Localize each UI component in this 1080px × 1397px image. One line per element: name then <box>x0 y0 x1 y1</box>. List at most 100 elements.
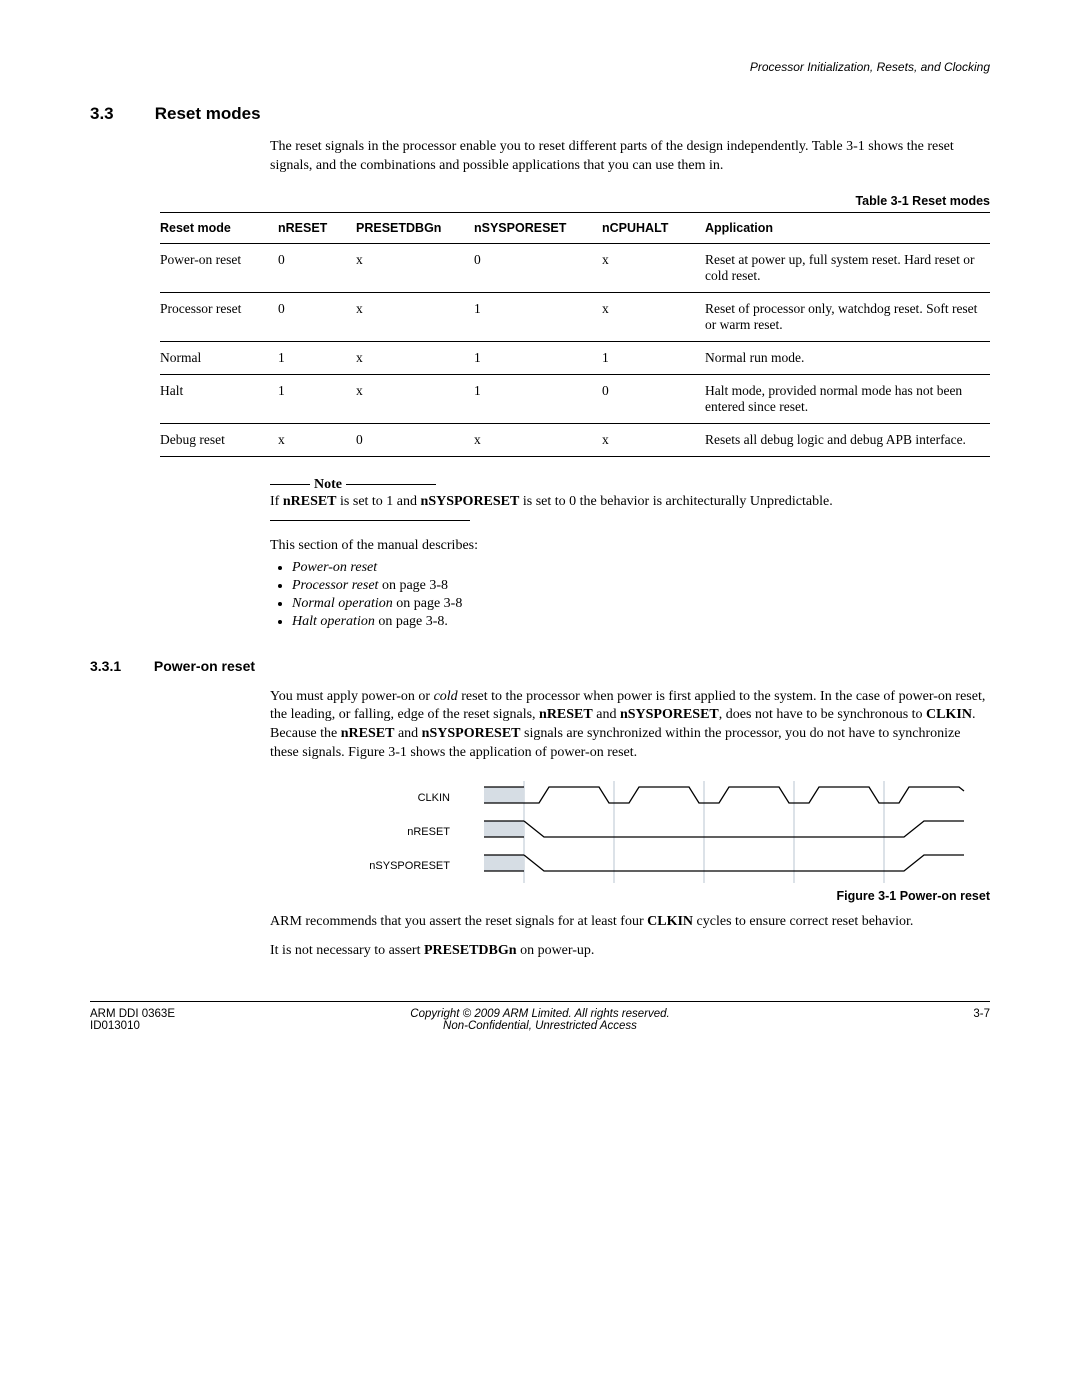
cell: Power-on reset <box>160 243 278 292</box>
cell: x <box>356 243 474 292</box>
section-heading: 3.3 Reset modes <box>90 104 990 124</box>
th-nsysporeset: nSYSPORESET <box>474 212 602 243</box>
cell: 1 <box>474 341 602 374</box>
text: ARM recommends that you assert the reset… <box>270 914 647 929</box>
reset-modes-table: Reset mode nRESET PRESETDBGn nSYSPORESET… <box>160 212 990 457</box>
table-row: Processor reset 0 x 1 x Reset of process… <box>160 292 990 341</box>
th-ncpuhalt: nCPUHALT <box>602 212 705 243</box>
signal-name: nRESET <box>283 494 337 509</box>
timing-label-clkin: CLKIN <box>270 781 450 815</box>
cell: x <box>356 341 474 374</box>
text: You must apply power-on or <box>270 689 434 704</box>
timing-diagram: CLKIN nRESET nSYSPORESET <box>270 781 990 883</box>
text: on page 3-8 <box>378 578 448 593</box>
footer-doc-id: ARM DDI 0363E <box>90 1008 230 1020</box>
cell: Debug reset <box>160 423 278 456</box>
timing-label-nreset: nRESET <box>270 815 450 849</box>
cell: Halt <box>160 374 278 423</box>
note-text: If nRESET is set to 1 and nSYSPORESET is… <box>270 493 990 512</box>
cell: x <box>602 292 705 341</box>
text: on power-up. <box>517 943 595 958</box>
section-number: 3.3 <box>90 104 150 124</box>
term: cold <box>434 689 458 704</box>
cell: Normal <box>160 341 278 374</box>
subsection-heading: 3.3.1 Power-on reset <box>90 658 990 674</box>
list-item: Normal operation on page 3-8 <box>292 596 990 612</box>
cell: x <box>602 243 705 292</box>
page-footer: ARM DDI 0363E ID013010 Copyright © 2009 … <box>90 1001 990 1032</box>
recommendation-paragraph: ARM recommends that you assert the reset… <box>270 913 990 932</box>
text: , does not have to be synchronous to <box>719 707 926 722</box>
signal-name: nSYSPORESET <box>620 707 719 722</box>
th-nreset: nRESET <box>278 212 356 243</box>
cell: Reset of processor only, watchdog reset.… <box>705 292 990 341</box>
cell: Resets all debug logic and debug APB int… <box>705 423 990 456</box>
cell: 1 <box>278 341 356 374</box>
table-row: Normal 1 x 1 1 Normal run mode. <box>160 341 990 374</box>
cell: x <box>278 423 356 456</box>
describes-lead: This section of the manual describes: <box>270 537 990 556</box>
cell: 1 <box>474 374 602 423</box>
table-row: Debug reset x 0 x x Resets all debug log… <box>160 423 990 456</box>
cell: Processor reset <box>160 292 278 341</box>
cell: 1 <box>602 341 705 374</box>
timing-svg <box>458 781 990 883</box>
cell: 0 <box>474 243 602 292</box>
text: and <box>593 707 620 722</box>
footer-id: ID013010 <box>90 1020 230 1032</box>
footer-classification: Non-Confidential, Unrestricted Access <box>230 1020 850 1032</box>
cell: Reset at power up, full system reset. Ha… <box>705 243 990 292</box>
text: is set to 0 the behavior is architectura… <box>519 494 832 509</box>
cell: 0 <box>278 292 356 341</box>
list-item: Processor reset on page 3-8 <box>292 578 990 594</box>
cell: x <box>602 423 705 456</box>
cell: x <box>474 423 602 456</box>
note-label: Note <box>310 477 346 493</box>
th-presetdbgn: PRESETDBGn <box>356 212 474 243</box>
text: and <box>394 726 421 741</box>
list-item: Halt operation on page 3-8. <box>292 614 990 630</box>
figure-caption: Figure 3-1 Power-on reset <box>270 889 990 903</box>
table-row: Halt 1 x 1 0 Halt mode, provided normal … <box>160 374 990 423</box>
th-reset-mode: Reset mode <box>160 212 278 243</box>
power-on-reset-paragraph: You must apply power-on or cold reset to… <box>270 688 990 764</box>
cell: x <box>356 374 474 423</box>
describes-list: Power-on reset Processor reset on page 3… <box>270 560 990 630</box>
timing-label-nsysporeset: nSYSPORESET <box>270 849 450 883</box>
signal-name: nSYSPORESET <box>421 494 520 509</box>
table-row: Power-on reset 0 x 0 x Reset at power up… <box>160 243 990 292</box>
signal-name: CLKIN <box>647 914 693 929</box>
note-block: Note If nRESET is set to 1 and nSYSPORES… <box>270 477 990 521</box>
signal-name: nSYSPORESET <box>422 726 521 741</box>
xref: Power-on reset <box>292 560 377 575</box>
intro-paragraph: The reset signals in the processor enabl… <box>270 138 990 176</box>
cell: 0 <box>278 243 356 292</box>
xref: Processor reset <box>292 578 378 593</box>
cell: x <box>356 292 474 341</box>
text: cycles to ensure correct reset behavior. <box>693 914 913 929</box>
subsection-title: Power-on reset <box>154 658 255 674</box>
text: on page 3-8 <box>393 596 463 611</box>
th-application: Application <box>705 212 990 243</box>
section-title: Reset modes <box>155 104 261 123</box>
cell: 1 <box>474 292 602 341</box>
footer-copyright: Copyright © 2009 ARM Limited. All rights… <box>230 1008 850 1020</box>
cell: Normal run mode. <box>705 341 990 374</box>
cell: 0 <box>602 374 705 423</box>
xref: Halt operation <box>292 614 375 629</box>
text: If <box>270 494 283 509</box>
cell: 1 <box>278 374 356 423</box>
signal-name: nRESET <box>539 707 593 722</box>
signal-name: PRESETDBGn <box>424 943 517 958</box>
signal-name: CLKIN <box>926 707 972 722</box>
xref: Normal operation <box>292 596 393 611</box>
text: on page 3-8. <box>375 614 448 629</box>
not-necessary-paragraph: It is not necessary to assert PRESETDBGn… <box>270 942 990 961</box>
text: is set to 1 and <box>337 494 421 509</box>
text: It is not necessary to assert <box>270 943 424 958</box>
signal-name: nRESET <box>341 726 395 741</box>
subsection-number: 3.3.1 <box>90 658 150 674</box>
running-head: Processor Initialization, Resets, and Cl… <box>90 60 990 74</box>
cell: 0 <box>356 423 474 456</box>
list-item: Power-on reset <box>292 560 990 576</box>
